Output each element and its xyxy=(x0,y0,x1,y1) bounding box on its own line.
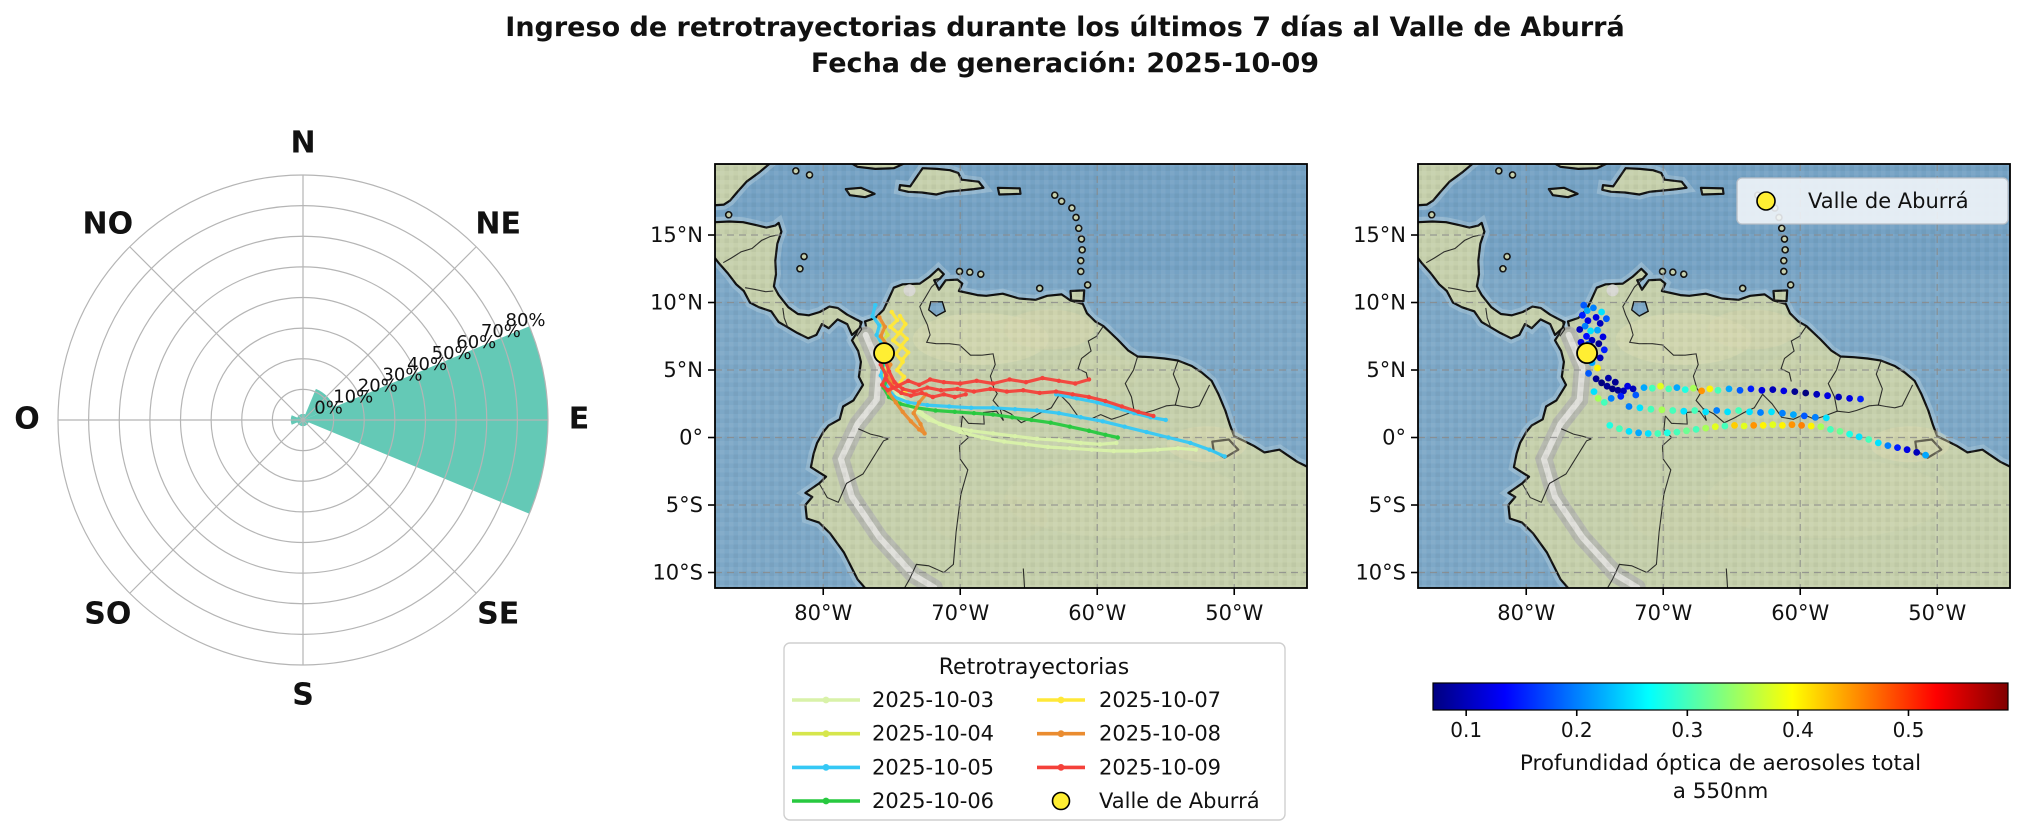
windrose-tick-label: 60% xyxy=(456,332,496,353)
lat-tick-label: 10°N xyxy=(650,291,703,315)
lat-tick-label: 5°S xyxy=(666,493,703,517)
legend-item-2025-10-06: 2025-10-06 xyxy=(792,789,994,813)
legend-item-2025-10-05: 2025-10-05 xyxy=(792,755,994,779)
windrose-direction-label-NO: NO xyxy=(83,206,134,241)
lon-tick-label: 80°W xyxy=(794,601,852,625)
windrose-direction-label-S: S xyxy=(292,678,314,713)
legend-box xyxy=(783,642,1286,821)
lat-tick-label: 0° xyxy=(679,426,703,450)
lat-tick-label: 10°N xyxy=(1353,291,1406,315)
windrose-tick-label: 20% xyxy=(358,376,398,397)
map-legend-label: Valle de Aburrá xyxy=(1808,189,1969,213)
site-marker-icon xyxy=(1756,191,1776,211)
aod-map-legend: Valle de Aburrá xyxy=(1736,177,2009,225)
trajectory-2025-10-05 xyxy=(870,303,1227,459)
trajectories-legend: Retrotrayectorias 2025-10-03 2025-10-04 202… xyxy=(783,642,1286,821)
windrose-tick-label: 0% xyxy=(314,398,343,419)
windrose-spoke xyxy=(129,419,304,594)
lon-tick-label: 60°W xyxy=(1068,601,1126,625)
windrose-panel: N NE E SE S SO O NO 0%10%20%30%40%50%60%70%80% xyxy=(14,126,589,713)
legend-item-2025-10-04: 2025-10-04 xyxy=(792,722,994,746)
map-border xyxy=(714,163,1308,589)
legend-item-label: 2025-10-06 xyxy=(872,789,994,813)
lat-tick-label: 15°N xyxy=(1353,223,1406,247)
legend-title: Retrotrayectorias xyxy=(939,655,1129,680)
windrose-tick-label: 80% xyxy=(506,310,546,331)
colorbar-tick-label: 0.1 xyxy=(1450,718,1482,742)
windrose-tick-label: 30% xyxy=(382,365,422,386)
windrose-direction-label-O: O xyxy=(14,402,40,437)
lon-tick-label: 70°W xyxy=(931,601,989,625)
windrose-direction-label-NE: NE xyxy=(475,206,521,241)
aod-map: 80°W 70°W 60°W 50°W 15°N 10°N 5°N 0° 5°S 10°S xyxy=(1353,163,2011,625)
trajectory-map: 80°W 70°W 60°W 50°W 15°N 10°N 5°N 0° 5°S 10°S xyxy=(650,163,1308,625)
windrose-tick-label: 10% xyxy=(333,387,373,408)
legend-item-2025-10-07: 2025-10-07 xyxy=(1037,688,1221,712)
lat-tick-label: 5°N xyxy=(663,358,703,382)
legend-item-label: 2025-10-08 xyxy=(1099,722,1221,746)
lat-tick-label: 15°N xyxy=(650,223,703,247)
windrose-tick-label: 40% xyxy=(407,354,447,375)
windrose-spoke xyxy=(129,246,304,421)
site-marker-icon xyxy=(1051,791,1071,811)
site-marker-valle-de-aburra xyxy=(873,342,895,365)
aod-colorbar: 0.1 0.2 0.3 0.4 0.5 Profundidad óptica de aer… xyxy=(1432,682,2009,804)
colorbar-tick-label: 0.3 xyxy=(1671,718,1703,742)
colorbar-tick-label: 0.4 xyxy=(1782,718,1814,742)
windrose-direction-label-N: N xyxy=(290,126,315,161)
legend-item-label: 2025-10-05 xyxy=(872,755,994,779)
aod-scatter xyxy=(1576,301,1929,459)
lat-tick-label: 10°S xyxy=(652,561,703,585)
legend-item-label: 2025-10-07 xyxy=(1099,688,1221,712)
windrose-spoke xyxy=(302,246,477,421)
lon-tick-label: 50°W xyxy=(1205,601,1263,625)
lon-tick-label: 80°W xyxy=(1497,601,1555,625)
lon-tick-label: 60°W xyxy=(1771,601,1829,625)
lat-tick-label: 10°S xyxy=(1355,561,1406,585)
lon-tick-label: 70°W xyxy=(1634,601,1692,625)
windrose-tick-label: 70% xyxy=(481,321,521,342)
map-border xyxy=(1417,163,2011,589)
lat-tick-label: 5°N xyxy=(1366,358,1406,382)
legend-item-label: 2025-10-03 xyxy=(872,688,994,712)
page-subtitle: Fecha de generación: 2025-10-09 xyxy=(810,48,1320,79)
windrose-direction-label-SE: SE xyxy=(477,597,519,632)
windrose-tick-label: 50% xyxy=(432,343,472,364)
windrose-spoke xyxy=(302,419,477,594)
lon-tick-label: 50°W xyxy=(1908,601,1966,625)
legend-box xyxy=(1736,177,2009,225)
legend-item-label: Valle de Aburrá xyxy=(1099,789,1260,813)
windrose-direction-label-SO: SO xyxy=(84,597,131,632)
legend-item-site: Valle de Aburrá xyxy=(1051,789,1260,813)
legend-item-2025-10-09: 2025-10-09 xyxy=(1037,755,1221,779)
colorbar-tick-label: 0.5 xyxy=(1893,718,1925,742)
legend-item-2025-10-08: 2025-10-08 xyxy=(1037,722,1221,746)
lat-tick-label: 5°S xyxy=(1369,493,1406,517)
colorbar-label-line2: a 550nm xyxy=(1673,779,1769,804)
page-title: Ingreso de retrotrayectorias durante los… xyxy=(505,12,1625,43)
colorbar-gradient xyxy=(1432,682,2009,711)
lat-tick-label: 0° xyxy=(1382,426,1406,450)
legend-item-label: 2025-10-09 xyxy=(1099,755,1221,779)
legend-item-2025-10-03: 2025-10-03 xyxy=(792,688,994,712)
colorbar-tick-label: 0.2 xyxy=(1561,718,1593,742)
colorbar-label-line1: Profundidad óptica de aerosoles total xyxy=(1520,751,1921,776)
trajectory-2025-10-09 xyxy=(878,351,1156,419)
windrose-direction-label-E: E xyxy=(569,402,590,437)
site-marker-valle-de-aburra xyxy=(1576,342,1598,365)
legend-item-label: 2025-10-04 xyxy=(872,722,994,746)
